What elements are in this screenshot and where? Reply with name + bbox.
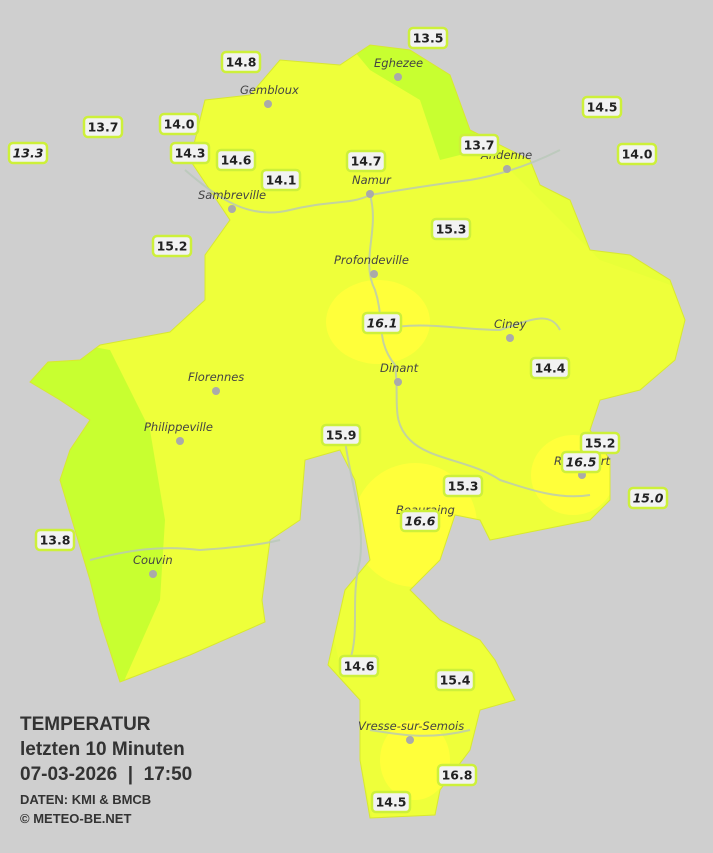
city-name: Couvin <box>133 553 173 567</box>
station-temperature: 16.1 <box>367 316 398 331</box>
legend-copyright: © METEO-BE.NET <box>20 811 131 826</box>
station-box <box>320 423 362 447</box>
city-name: Sambreville <box>198 188 266 202</box>
station-temperature: 14.5 <box>587 100 618 115</box>
warm-zone <box>380 720 450 800</box>
city-name: Ciney <box>494 317 527 331</box>
station-temperature: 14.0 <box>164 117 195 132</box>
station-box <box>220 50 262 74</box>
legend-title: TEMPERATUR <box>20 714 151 735</box>
station-box <box>345 149 387 173</box>
station-box <box>616 142 658 166</box>
station-temperature: 14.6 <box>221 153 252 168</box>
legend-source: DATEN: KMI & BMCB <box>20 792 151 807</box>
station-temperature: 14.6 <box>344 659 375 674</box>
station-labels: 13.5 14.8 14.5 13.7 14.0 14.3 14.6 14.7 13.7 14.0… <box>7 26 669 814</box>
station-box <box>581 95 623 119</box>
city-dot <box>366 190 374 198</box>
station-temperature: 15.2 <box>585 436 616 451</box>
station-box <box>82 115 124 139</box>
city-dot <box>149 570 157 578</box>
city-dot <box>394 73 402 81</box>
station-box <box>436 763 478 787</box>
station-box <box>260 168 302 192</box>
station-temperature: 15.9 <box>326 428 357 443</box>
legend-subtitle: letzten 10 Minuten <box>20 739 185 760</box>
station-temperature: 14.0 <box>622 147 653 162</box>
city-dot <box>406 736 414 744</box>
city-dot <box>228 205 236 213</box>
city-dot <box>503 165 511 173</box>
station-temperature: 16.5 <box>566 455 597 470</box>
station-box <box>7 141 49 165</box>
station-temperature: 16.6 <box>405 514 436 529</box>
station-box <box>442 474 484 498</box>
station-box <box>370 790 412 814</box>
legend: TEMPERATUR letzten 10 Minuten 07-03-2026… <box>20 714 192 826</box>
station-box <box>399 509 441 533</box>
station-temperature: 15.2 <box>157 239 188 254</box>
station-temperature: 14.8 <box>226 55 257 70</box>
station-temperature: 15.3 <box>448 479 479 494</box>
city-name: Gembloux <box>240 83 299 97</box>
legend-timestamp: 07-03-2026 | 17:50 <box>20 764 192 785</box>
station-box <box>215 148 257 172</box>
station-temperature: 14.4 <box>535 361 566 376</box>
station-box <box>338 654 380 678</box>
station-temperature: 13.3 <box>13 146 44 161</box>
station-box <box>430 217 472 241</box>
city-name: Dinant <box>380 361 419 375</box>
city-dot <box>264 100 272 108</box>
city-name: Namur <box>352 173 392 187</box>
station-temperature: 14.3 <box>175 146 206 161</box>
station-temperature: 14.1 <box>266 173 297 188</box>
city-name: Philippeville <box>144 420 213 434</box>
station-box <box>529 356 571 380</box>
station-box <box>169 141 211 165</box>
station-temperature: 13.7 <box>88 120 119 135</box>
station-temperature: 13.5 <box>413 31 444 46</box>
station-temperature: 14.5 <box>376 795 407 810</box>
station-box <box>158 112 200 136</box>
station-temperature: 13.8 <box>40 533 71 548</box>
station-box <box>434 668 476 692</box>
station-temperature: 16.8 <box>442 768 473 783</box>
station-box <box>560 450 602 474</box>
city-name: Vresse-sur-Semois <box>358 719 464 733</box>
city-name: Profondeville <box>334 253 409 267</box>
station-box <box>361 311 403 335</box>
rivers <box>89 149 591 737</box>
city-dot <box>394 378 402 386</box>
station-box <box>407 26 449 50</box>
station-temperature: 13.7 <box>464 138 495 153</box>
city-name: Florennes <box>188 370 244 384</box>
station-box <box>627 486 669 510</box>
station-temperature: 15.3 <box>436 222 467 237</box>
station-box <box>458 133 500 157</box>
city-name: Eghezee <box>374 56 423 70</box>
city-dot <box>176 437 184 445</box>
station-temperature: 15.0 <box>633 491 664 506</box>
station-temperature: 14.7 <box>351 154 382 169</box>
station-temperature: 15.4 <box>440 673 471 688</box>
city-dot <box>506 334 514 342</box>
station-box <box>34 528 76 552</box>
city-dot <box>212 387 220 395</box>
station-box <box>151 234 193 258</box>
city-dot <box>370 270 378 278</box>
